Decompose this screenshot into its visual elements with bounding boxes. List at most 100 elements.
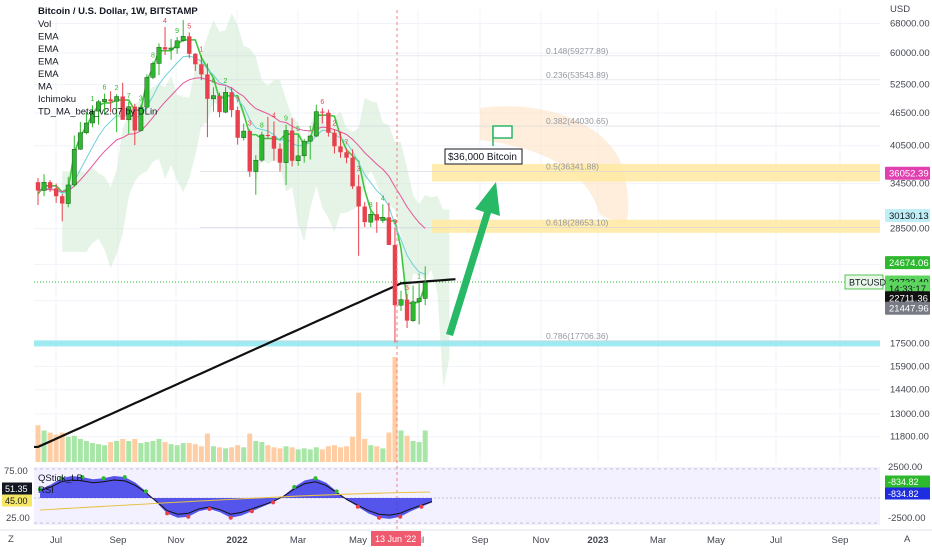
candle-body[interactable] [422, 282, 428, 299]
candle-body[interactable] [205, 74, 210, 99]
qstick-dot [355, 504, 360, 509]
candle-body[interactable] [241, 130, 247, 138]
candle-body[interactable] [404, 299, 410, 321]
volume-bar [235, 445, 241, 462]
candle-body[interactable] [223, 92, 228, 113]
zone-36000 [432, 163, 880, 182]
candle-body[interactable] [126, 106, 132, 121]
candle-body[interactable] [332, 132, 337, 147]
volume-bar [319, 449, 325, 462]
candle-body[interactable] [156, 46, 162, 64]
volume-bar [362, 438, 368, 462]
candle-body[interactable] [344, 152, 349, 158]
candle-body[interactable] [326, 112, 331, 133]
volume-bar [223, 448, 229, 462]
candle-body[interactable] [398, 299, 404, 306]
candle-body[interactable] [307, 135, 313, 142]
candle-body[interactable] [65, 184, 71, 204]
candle-body[interactable] [295, 155, 301, 161]
candle-body[interactable] [187, 36, 192, 54]
candle-body[interactable] [416, 298, 422, 303]
candle-body[interactable] [313, 111, 319, 137]
volume-bar [404, 435, 410, 462]
candle-body[interactable] [150, 63, 156, 78]
candle-body[interactable] [217, 95, 222, 113]
candle-body[interactable] [362, 206, 367, 223]
candle-body[interactable] [60, 196, 65, 204]
candle-body[interactable] [180, 36, 186, 41]
indicator-badge-text: 45.00 [5, 496, 28, 506]
candle-body[interactable] [386, 217, 392, 245]
candle-body[interactable] [410, 301, 416, 321]
candle-body[interactable] [108, 99, 113, 102]
candle-body[interactable] [138, 106, 144, 131]
candle-body[interactable] [356, 186, 361, 207]
candle-body[interactable] [265, 134, 271, 137]
indicator-legend-item: TD_MA_beta_v2.07 by DLin [38, 107, 157, 118]
rsi-tick-25: 25.00 [6, 513, 30, 524]
candle-body[interactable] [338, 146, 343, 153]
candle-body[interactable] [301, 140, 307, 157]
candle-body[interactable] [289, 130, 295, 161]
candle-body[interactable] [193, 53, 198, 65]
candle-body[interactable] [47, 182, 53, 189]
candle-body[interactable] [35, 182, 41, 191]
candle-body[interactable] [168, 47, 174, 50]
volume-bar [289, 447, 295, 462]
candle-body[interactable] [368, 214, 374, 223]
price-tick-label: 34500.00 [890, 179, 930, 190]
candle-body[interactable] [41, 182, 47, 191]
symbol-badge[interactable] [844, 274, 884, 290]
candle-body[interactable] [90, 110, 95, 124]
volume-bar [295, 449, 301, 462]
time-tick-label: May [707, 535, 725, 546]
candle-body[interactable] [259, 134, 265, 161]
candle-body[interactable] [83, 122, 89, 133]
td-count-number: 2 [115, 85, 119, 92]
volume-bar [198, 446, 204, 462]
td-count-number: 8 [369, 202, 373, 209]
candle-body[interactable] [392, 244, 398, 306]
candle-body[interactable] [374, 214, 379, 221]
candle-body[interactable] [283, 130, 289, 163]
candle-body[interactable] [114, 96, 120, 102]
target-arrow[interactable] [446, 182, 500, 336]
candle-body[interactable] [229, 92, 234, 111]
candle-body[interactable] [247, 131, 252, 172]
candle-body[interactable] [271, 136, 277, 149]
candle-body[interactable] [120, 96, 125, 120]
candle-body[interactable] [162, 47, 168, 50]
td-count-number: 9 [393, 219, 397, 226]
candle-body[interactable] [320, 111, 325, 113]
td-sequential-numbers: 1 6 2 7 3 8 4 9 5 1 6 2 7 3 8 4 9 5 1 6 2 7 3 8 4 9 5 1 [90, 18, 421, 292]
volume-bar [138, 443, 144, 462]
candle-body[interactable] [253, 159, 259, 172]
price-badge-text: 30130.13 [889, 211, 929, 222]
price-axis[interactable]: 68000.00 60000.00 52500.00 46500.00 40500.00… [844, 4, 930, 443]
candle-body[interactable] [144, 77, 150, 108]
price-badge [885, 301, 930, 315]
qstick-dot [80, 475, 85, 480]
lower-pane-background [34, 467, 880, 525]
time-axis[interactable]: JulSepNov2022MarMayJulSepNov2023MarMayJu… [0, 529, 932, 546]
candle-body[interactable] [380, 217, 386, 221]
candle-body[interactable] [174, 40, 180, 49]
candle-body[interactable] [132, 106, 137, 131]
candle-body[interactable] [102, 99, 107, 102]
candle-body[interactable] [53, 188, 59, 197]
candle-body[interactable] [211, 95, 216, 100]
candle-body[interactable] [277, 148, 283, 163]
volume-bar [350, 436, 356, 462]
candle-body[interactable] [96, 101, 101, 112]
price-candles[interactable] [35, 20, 428, 343]
annotations[interactable]: $36,000 Bitcoin [396, 10, 523, 530]
candle-body[interactable] [77, 132, 83, 150]
candle-body[interactable] [235, 110, 240, 138]
candle-body[interactable] [71, 149, 77, 186]
candle-body[interactable] [199, 64, 204, 75]
fib-label: 0.148(59277.89) [546, 46, 609, 56]
time-tick-label: Sep [110, 535, 127, 546]
candle-body[interactable] [350, 157, 355, 187]
